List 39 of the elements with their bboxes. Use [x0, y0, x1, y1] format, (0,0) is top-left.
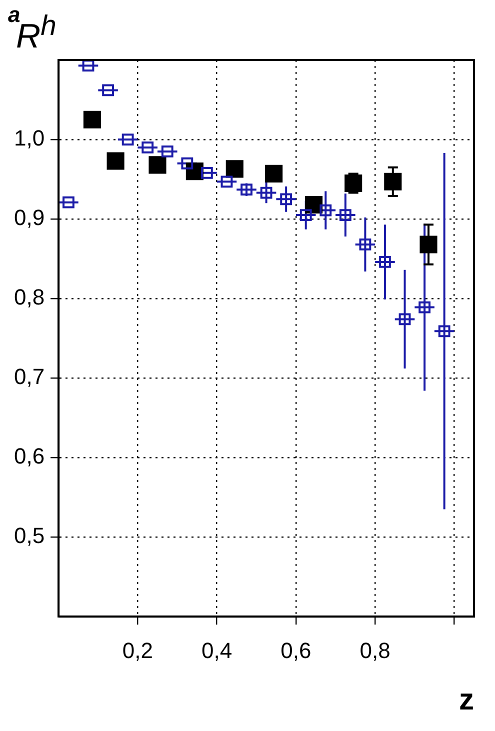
point [438, 325, 450, 338]
y-tick-label: 0,6 [14, 444, 45, 469]
point [280, 193, 292, 206]
x-tick-label: 0,8 [360, 638, 390, 663]
y-tick-label: 0,7 [14, 364, 45, 390]
x-tick-label: 0,4 [202, 638, 232, 663]
point [83, 110, 101, 128]
point [300, 209, 312, 222]
point [384, 172, 402, 190]
point [102, 84, 114, 96]
point [320, 204, 332, 216]
point [142, 142, 154, 154]
point [148, 156, 166, 174]
x-axis-title: z [459, 683, 474, 716]
point [62, 196, 74, 208]
y-tick-label: 0,8 [14, 284, 45, 310]
point [344, 174, 362, 192]
x-tick-label: 0,2 [122, 638, 154, 663]
point [82, 60, 94, 72]
point [122, 134, 134, 146]
point [106, 152, 124, 170]
point [379, 256, 391, 268]
y-tick-label: 0,9 [14, 205, 45, 230]
point [161, 145, 174, 158]
point [339, 209, 352, 222]
point [240, 184, 252, 196]
point [220, 176, 233, 188]
point [226, 160, 244, 178]
x-tick-label: 0,6 [280, 638, 312, 663]
point [420, 236, 438, 254]
point [418, 301, 430, 314]
point [398, 313, 411, 326]
point [181, 157, 194, 170]
point [200, 166, 213, 179]
point [265, 164, 283, 182]
point [260, 186, 272, 199]
point [359, 238, 372, 250]
y-tick-label: 0,5 [14, 523, 45, 548]
y-tick-label: 1,0 [14, 126, 45, 151]
